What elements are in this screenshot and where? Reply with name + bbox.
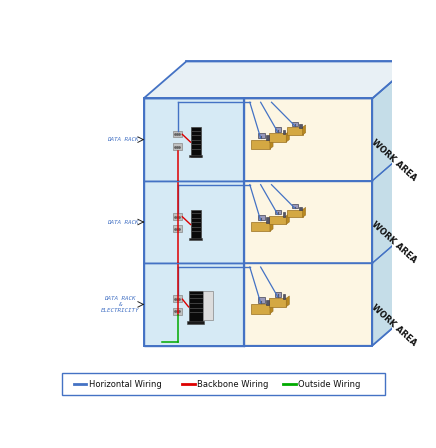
Bar xyxy=(283,129,286,134)
Bar xyxy=(275,127,281,132)
Bar xyxy=(62,373,385,395)
Text: WORK AREA: WORK AREA xyxy=(369,138,418,183)
Bar xyxy=(293,122,298,126)
Bar xyxy=(300,124,302,128)
Bar xyxy=(173,143,182,150)
Text: WORK AREA: WORK AREA xyxy=(369,220,418,265)
Polygon shape xyxy=(286,296,290,307)
Bar xyxy=(143,99,244,181)
Text: DATA RACK: DATA RACK xyxy=(108,137,139,142)
Text: WORK AREA: WORK AREA xyxy=(369,302,418,348)
Polygon shape xyxy=(270,220,273,231)
Polygon shape xyxy=(244,144,415,263)
Bar xyxy=(258,297,265,303)
Bar xyxy=(300,207,302,211)
Bar xyxy=(173,130,182,138)
Bar xyxy=(143,263,244,345)
Text: Outside Wiring: Outside Wiring xyxy=(298,379,360,388)
Bar xyxy=(143,181,244,263)
Text: DATA RACK
&
ELECTRICITY: DATA RACK & ELECTRICITY xyxy=(100,296,139,313)
Bar xyxy=(275,292,281,297)
Bar xyxy=(191,210,201,239)
Bar xyxy=(203,291,213,320)
Bar xyxy=(143,99,372,345)
Bar xyxy=(283,212,286,217)
Polygon shape xyxy=(244,61,415,181)
Bar xyxy=(251,140,270,149)
Bar xyxy=(173,225,182,232)
Polygon shape xyxy=(286,214,290,224)
Bar xyxy=(287,210,303,217)
Bar xyxy=(187,322,204,324)
Polygon shape xyxy=(303,207,306,217)
Bar xyxy=(173,308,182,314)
Bar xyxy=(266,217,269,223)
Bar xyxy=(173,295,182,302)
Bar xyxy=(269,216,286,224)
Bar xyxy=(189,237,202,240)
Polygon shape xyxy=(270,137,273,149)
Bar xyxy=(287,127,303,135)
Bar xyxy=(251,304,270,314)
Bar xyxy=(266,300,269,305)
Bar xyxy=(191,128,201,157)
Bar xyxy=(269,134,286,142)
Bar xyxy=(275,210,281,214)
Bar xyxy=(269,298,286,307)
Polygon shape xyxy=(303,125,306,135)
Text: DATA RACK: DATA RACK xyxy=(108,220,139,224)
Polygon shape xyxy=(372,61,415,345)
Bar xyxy=(258,215,265,220)
Bar xyxy=(189,291,203,323)
Polygon shape xyxy=(244,226,415,345)
Bar xyxy=(293,204,298,208)
Bar xyxy=(283,294,286,299)
Text: Horizontal Wiring: Horizontal Wiring xyxy=(89,379,161,388)
Bar xyxy=(258,133,265,138)
Bar xyxy=(266,135,269,140)
Polygon shape xyxy=(270,302,273,314)
Bar xyxy=(173,213,182,220)
Bar xyxy=(189,155,202,158)
Bar xyxy=(251,222,270,231)
Polygon shape xyxy=(286,131,290,142)
Polygon shape xyxy=(143,61,415,99)
Text: Backbone Wiring: Backbone Wiring xyxy=(197,379,269,388)
